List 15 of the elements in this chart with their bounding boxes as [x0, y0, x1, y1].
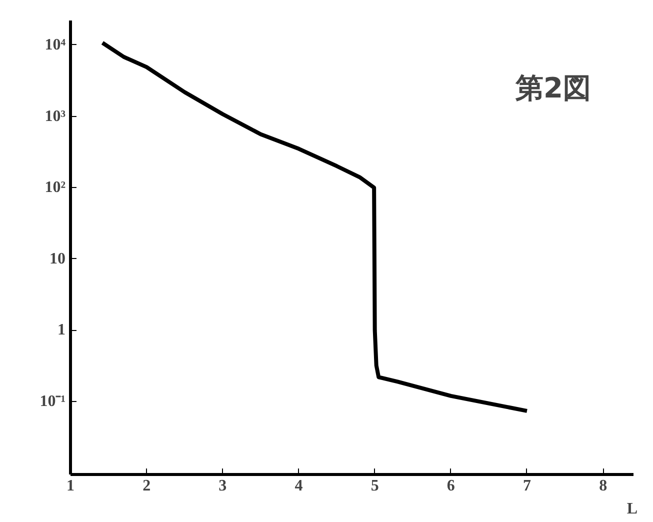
x-tick-label: 6 [446, 478, 455, 494]
y-tick-label: 10 [50, 250, 66, 268]
x-tick-label: 7 [522, 478, 531, 494]
x-tick-label: 2 [142, 478, 151, 494]
x-tick-label: 3 [218, 478, 227, 494]
x-tick-label: 5 [370, 478, 379, 494]
x-tick-label: 8 [599, 478, 608, 494]
y-tick-label: 10² [44, 179, 66, 196]
x-tick-label: 4 [294, 478, 303, 494]
annotation: 第2図 [514, 72, 591, 104]
y-tick-label: 10³ [44, 108, 66, 125]
y-tick-label: 10⁴ [44, 36, 66, 54]
x-axis-title: L [626, 500, 638, 518]
y-tick-label: 1 [58, 322, 66, 339]
y-tick-label: 10⁻¹ [40, 393, 66, 410]
